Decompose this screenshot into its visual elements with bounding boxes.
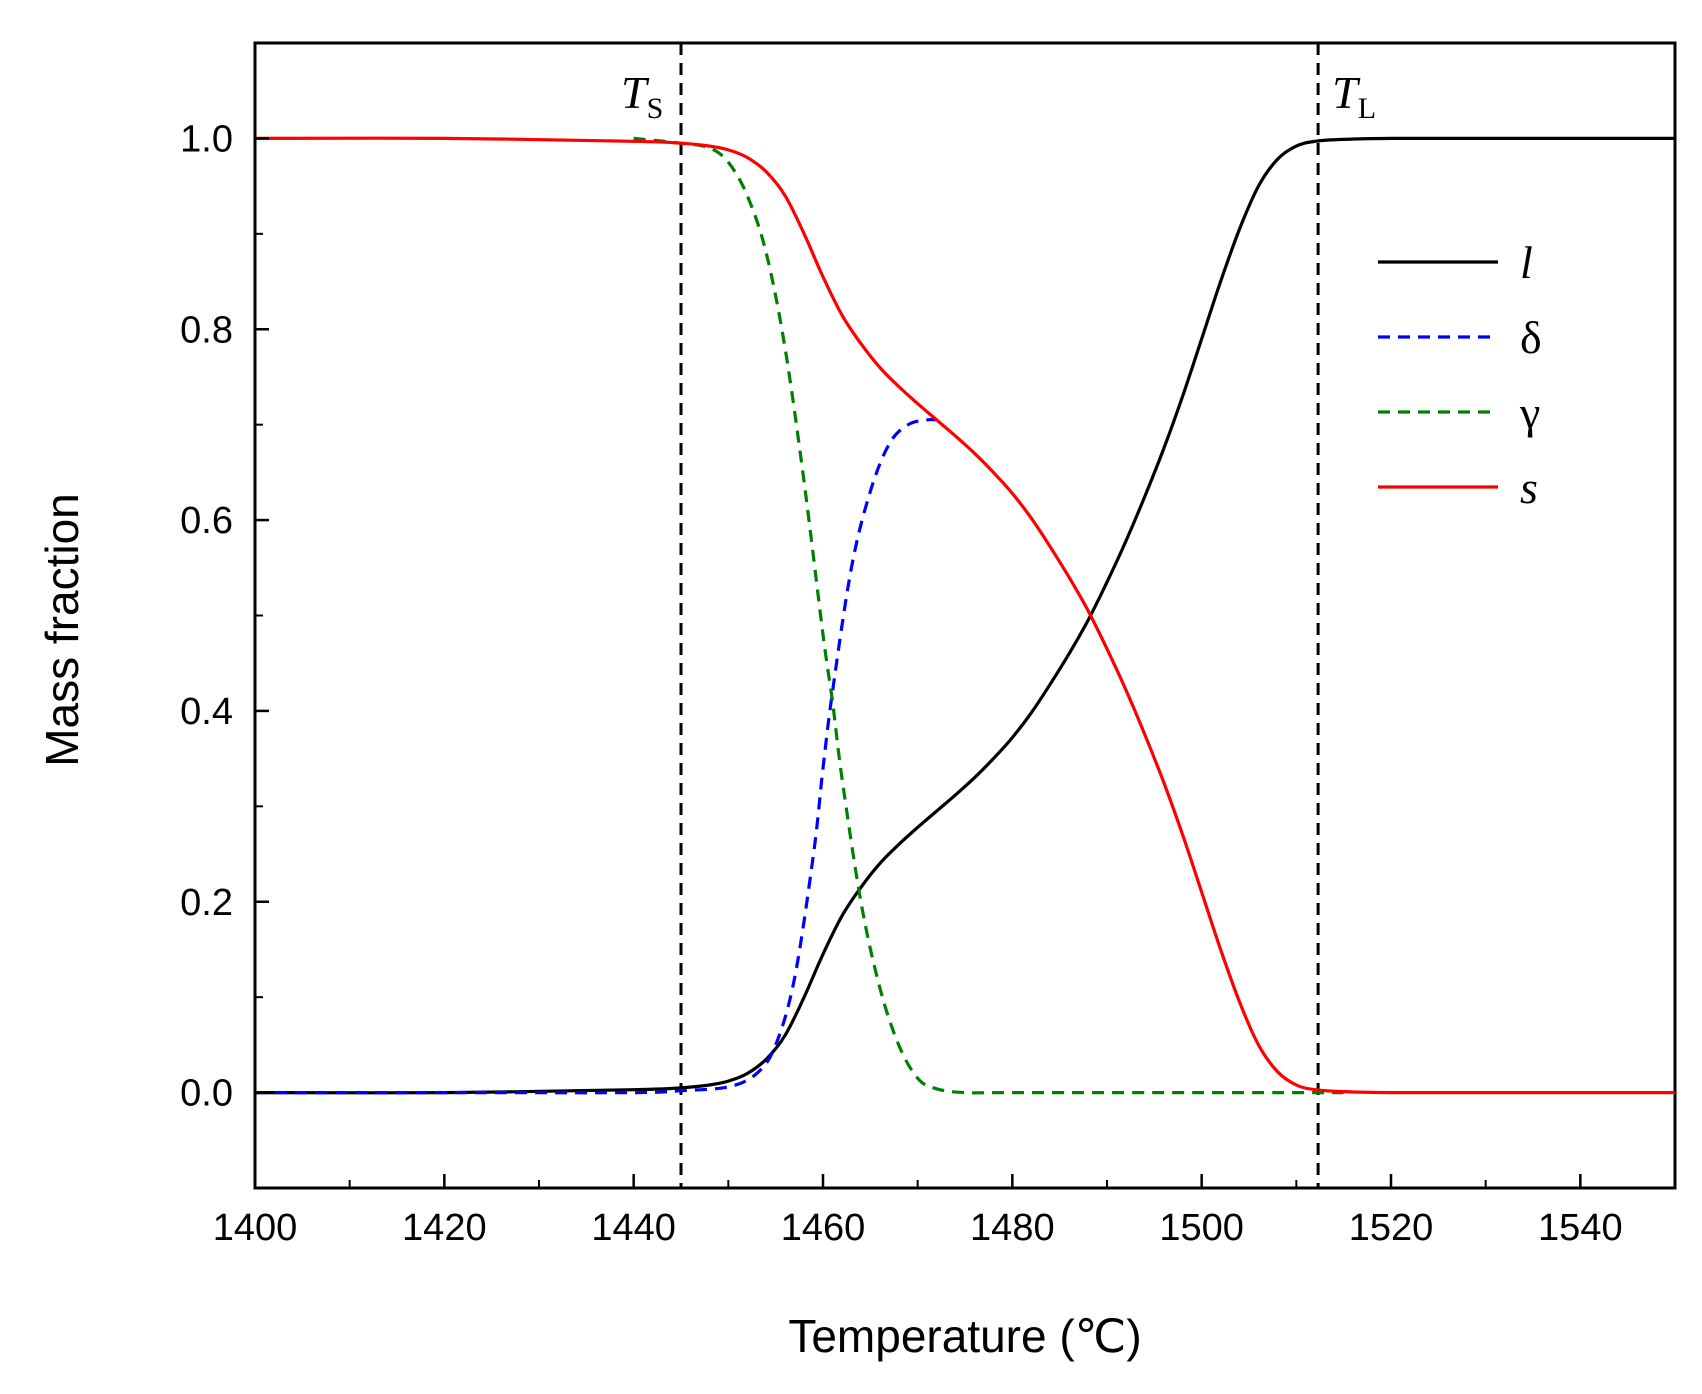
plot-frame — [253, 41, 1677, 1190]
y-tick-label: 0.0 — [180, 1073, 233, 1115]
plot-area — [253, 41, 1677, 1190]
series-line-s — [254, 136, 1675, 1095]
x-axis: 1400 1420 1440 1460 1480 1500 1520 1540 — [213, 1174, 1623, 1249]
y-tick-label: 0.8 — [180, 309, 233, 351]
series-layer — [254, 136, 1675, 1095]
y-tick-label: 0.4 — [180, 691, 233, 733]
legend-label-l: l — [1520, 237, 1533, 288]
y-axis-title: Mass fraction — [36, 493, 88, 767]
vline-label-t-s: TS — [621, 67, 663, 125]
x-tick-label: 1480 — [970, 1207, 1055, 1249]
x-tick-label: 1400 — [213, 1207, 298, 1249]
y-tick-label: 1.0 — [180, 118, 233, 160]
x-tick-label: 1520 — [1349, 1207, 1434, 1249]
reference-lines: TS TL — [621, 43, 1376, 1188]
series-line-delta — [255, 417, 937, 1095]
series-line-gamma — [633, 136, 1344, 1095]
x-tick-label: 1440 — [591, 1207, 676, 1249]
x-tick-label: 1540 — [1538, 1207, 1623, 1249]
y-axis: 0.0 0.2 0.4 0.6 0.8 1.0 — [180, 42, 269, 1189]
x-axis-title: Temperature (℃) — [788, 1310, 1141, 1362]
legend-label-s: s — [1520, 462, 1538, 513]
x-tick-label: 1500 — [1159, 1207, 1244, 1249]
series-line-l — [254, 136, 1675, 1095]
vline-label-t-l: TL — [1332, 67, 1376, 125]
legend-label-delta: δ — [1520, 312, 1542, 363]
legend-label-gamma: γ — [1519, 387, 1540, 438]
y-tick-label: 0.2 — [180, 882, 233, 924]
x-tick-label: 1420 — [402, 1207, 487, 1249]
x-tick-label: 1460 — [781, 1207, 866, 1249]
y-tick-label: 0.6 — [180, 500, 233, 542]
